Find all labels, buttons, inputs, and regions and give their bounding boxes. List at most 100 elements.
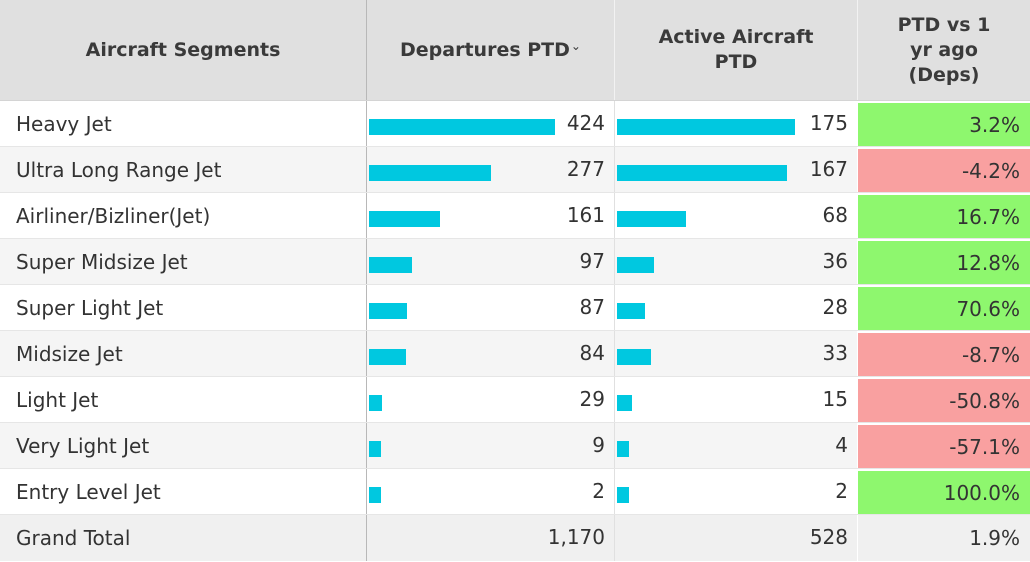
table-row[interactable]: Very Light Jet 9 4 -57.1%	[0, 423, 1030, 469]
departures-value: 97	[579, 249, 605, 273]
active-aircraft-bar	[617, 165, 787, 181]
active-aircraft-cell: 68	[615, 193, 858, 238]
segment-name: Super Light Jet	[0, 285, 367, 330]
active-aircraft-value: 4	[835, 433, 848, 457]
pct-change-cell: 100.0%	[858, 469, 1030, 514]
departures-value: 2	[592, 479, 605, 503]
departures-bar	[369, 395, 382, 411]
active-aircraft-cell: 167	[615, 147, 858, 192]
total-label: Grand Total	[0, 515, 367, 561]
table-row[interactable]: Super Midsize Jet 97 36 12.8%	[0, 239, 1030, 285]
table-row[interactable]: Super Light Jet 87 28 70.6%	[0, 285, 1030, 331]
active-aircraft-bar	[617, 211, 686, 227]
grand-total-row: Grand Total 1,170 528 1.9%	[0, 515, 1030, 561]
active-aircraft-cell: 2	[615, 469, 858, 514]
table-header: Aircraft Segments Departures PTD ⌄ Active…	[0, 0, 1030, 101]
table-row[interactable]: Ultra Long Range Jet 277 167 -4.2%	[0, 147, 1030, 193]
segment-name: Light Jet	[0, 377, 367, 422]
departures-cell: 29	[367, 377, 615, 422]
departures-value: 161	[566, 203, 605, 227]
active-aircraft-cell: 28	[615, 285, 858, 330]
pct-change-cell: -8.7%	[858, 331, 1030, 376]
departures-cell: 277	[367, 147, 615, 192]
departures-cell: 424	[367, 101, 615, 146]
departures-value: 424	[566, 111, 605, 135]
active-aircraft-bar	[617, 303, 645, 319]
table-row[interactable]: Heavy Jet 424 175 3.2%	[0, 101, 1030, 147]
departures-value: 87	[579, 295, 605, 319]
pct-change-cell: -57.1%	[858, 423, 1030, 468]
active-aircraft-cell: 4	[615, 423, 858, 468]
table-row[interactable]: Airliner/Bizliner(Jet) 161 68 16.7%	[0, 193, 1030, 239]
active-aircraft-cell: 33	[615, 331, 858, 376]
active-aircraft-bar	[617, 441, 629, 457]
departures-bar	[369, 257, 412, 273]
departures-bar	[369, 211, 440, 227]
active-aircraft-value: 33	[822, 341, 848, 365]
pct-change-cell: 70.6%	[858, 285, 1030, 330]
total-departures: 1,170	[367, 515, 615, 561]
departures-value: 9	[592, 433, 605, 457]
table-body: Heavy Jet 424 175 3.2% Ultra Long Range Jet 2…	[0, 101, 1030, 515]
departures-cell: 161	[367, 193, 615, 238]
active-aircraft-bar	[617, 257, 654, 273]
total-active: 528	[615, 515, 858, 561]
departures-cell: 87	[367, 285, 615, 330]
departures-bar	[369, 119, 555, 135]
header-label: Departures PTD	[400, 38, 570, 61]
departures-value: 84	[579, 341, 605, 365]
segment-name: Midsize Jet	[0, 331, 367, 376]
active-aircraft-cell: 175	[615, 101, 858, 146]
pct-change-cell: 12.8%	[858, 239, 1030, 284]
header-label: Aircraft Segments	[85, 38, 281, 61]
active-aircraft-bar	[617, 119, 795, 135]
departures-value: 277	[566, 157, 605, 181]
header-aircraft-segments[interactable]: Aircraft Segments	[0, 0, 367, 100]
active-aircraft-cell: 15	[615, 377, 858, 422]
table-row[interactable]: Midsize Jet 84 33 -8.7%	[0, 331, 1030, 377]
departures-bar	[369, 303, 407, 319]
active-aircraft-value: 2	[835, 479, 848, 503]
departures-bar	[369, 349, 406, 365]
header-ptd-vs-1yr[interactable]: PTD vs 1 yr ago (Deps)	[858, 0, 1030, 100]
departures-bar	[369, 487, 381, 503]
segment-name: Entry Level Jet	[0, 469, 367, 514]
active-aircraft-bar	[617, 349, 651, 365]
departures-cell: 2	[367, 469, 615, 514]
sort-chevron-down-icon[interactable]: ⌄	[570, 38, 581, 53]
total-departures-value: 1,170	[547, 525, 605, 549]
pct-change-cell: -4.2%	[858, 147, 1030, 192]
total-pct: 1.9%	[969, 526, 1020, 550]
departures-cell: 9	[367, 423, 615, 468]
active-aircraft-cell: 36	[615, 239, 858, 284]
segment-name: Super Midsize Jet	[0, 239, 367, 284]
active-aircraft-value: 167	[809, 157, 848, 181]
active-aircraft-value: 68	[822, 203, 848, 227]
departures-cell: 84	[367, 331, 615, 376]
active-aircraft-bar	[617, 395, 632, 411]
departures-cell: 97	[367, 239, 615, 284]
segment-name: Heavy Jet	[0, 101, 367, 146]
departures-bar	[369, 441, 381, 457]
pct-change-cell: 3.2%	[858, 101, 1030, 146]
active-aircraft-bar	[617, 487, 629, 503]
departures-bar	[369, 165, 491, 181]
header-active-aircraft-ptd[interactable]: Active Aircraft PTD	[615, 0, 858, 100]
active-aircraft-value: 175	[809, 111, 848, 135]
segment-name: Very Light Jet	[0, 423, 367, 468]
active-aircraft-value: 28	[822, 295, 848, 319]
pct-change-cell: 16.7%	[858, 193, 1030, 238]
header-label: Active Aircraft PTD	[658, 26, 814, 73]
segment-name: Ultra Long Range Jet	[0, 147, 367, 192]
table-row[interactable]: Light Jet 29 15 -50.8%	[0, 377, 1030, 423]
segment-name: Airliner/Bizliner(Jet)	[0, 193, 367, 238]
active-aircraft-value: 36	[822, 249, 848, 273]
departures-value: 29	[579, 387, 605, 411]
header-departures-ptd[interactable]: Departures PTD ⌄	[367, 0, 615, 100]
total-active-value: 528	[809, 525, 848, 549]
active-aircraft-value: 15	[822, 387, 848, 411]
pct-change-cell: -50.8%	[858, 377, 1030, 422]
header-label: PTD vs 1 yr ago (Deps)	[897, 13, 991, 86]
table-row[interactable]: Entry Level Jet 2 2 100.0%	[0, 469, 1030, 515]
